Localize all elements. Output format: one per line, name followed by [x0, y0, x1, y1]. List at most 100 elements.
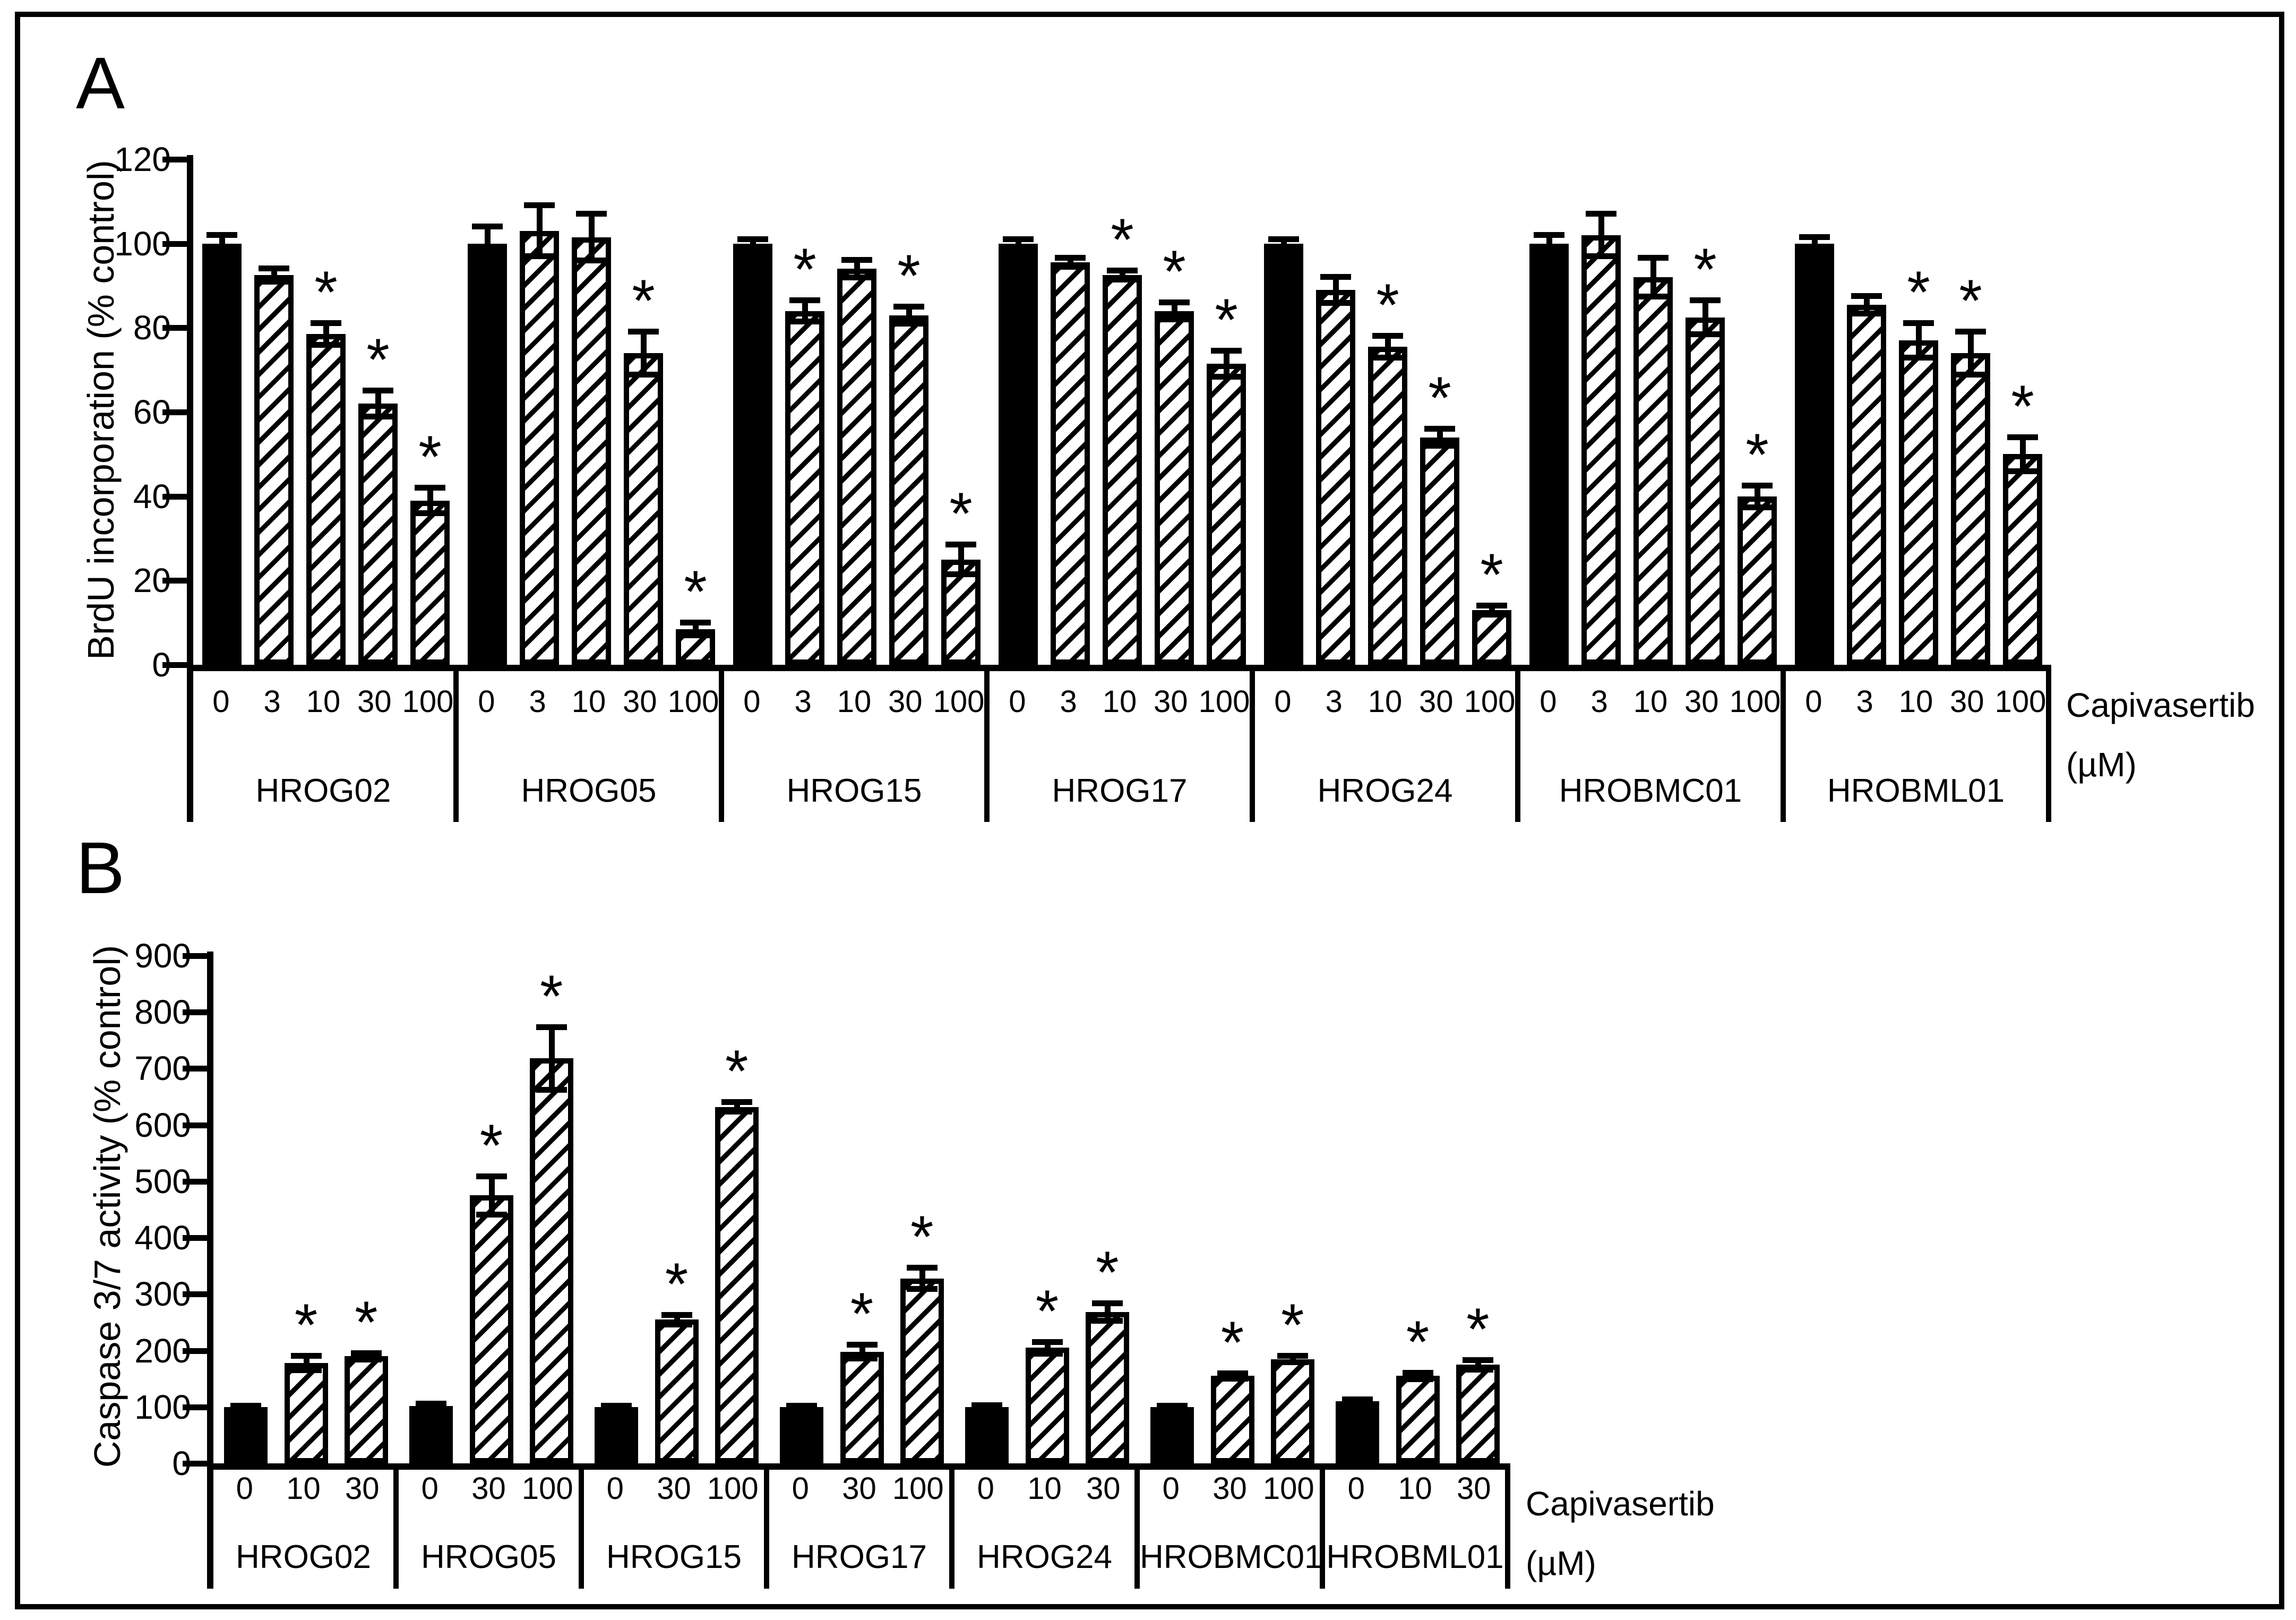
y-tick — [162, 325, 193, 331]
group-plot-HROG02: * * * — [193, 159, 459, 665]
panel-A-y-axis-line — [187, 155, 193, 822]
dose-label: 30 — [357, 684, 392, 719]
error-bar-stem — [323, 323, 329, 345]
bar-slot — [218, 956, 273, 1463]
error-bar-cap-bottom — [576, 258, 607, 264]
error-bar-cap-top — [1462, 1357, 1493, 1363]
bar-HROBMC01-0uM — [1150, 1407, 1194, 1463]
error-bar-cap-bottom — [786, 1405, 818, 1411]
significance-asterisk: * — [949, 480, 973, 547]
error-bar-stem — [271, 269, 277, 282]
significance-asterisk: * — [1428, 364, 1451, 431]
group-label-box-HROG24: 0 10 30 HROG24 — [954, 1469, 1140, 1589]
error-bar-cap-bottom — [628, 371, 659, 378]
error-bar-cap-bottom — [311, 342, 341, 348]
dose-label: 0 — [1805, 684, 1822, 719]
error-bar-cap-top — [661, 1312, 692, 1318]
bar-HROG05-100uM — [529, 1058, 573, 1463]
significance-asterisk: * — [665, 1250, 689, 1317]
dose-label: 30 — [623, 684, 657, 719]
significance-asterisk: * — [1745, 421, 1769, 488]
group-label-box-HROG24: 0 3 10 30 100 HROG24 — [1255, 670, 1520, 822]
bar-HROG02-100uM — [410, 500, 450, 665]
group-plot-HROG05: * * — [459, 159, 724, 665]
bar-HROG24-30uM — [1085, 1312, 1129, 1463]
significance-asterisk: * — [725, 1038, 749, 1105]
bar-slot — [251, 159, 297, 665]
dose-label: 100 — [1262, 1471, 1314, 1506]
error-bar-cap-top — [1320, 274, 1351, 280]
dose-label: 30 — [842, 1471, 876, 1506]
error-bar-cap-top — [1424, 425, 1455, 432]
bar-slot: * — [672, 159, 719, 665]
group-label-box-HROG05: 0 30 100 HROG05 — [399, 1469, 584, 1589]
dose-label: 100 — [1198, 684, 1250, 719]
group-label-box-HROG17: 0 30 100 HROG17 — [769, 1469, 954, 1589]
significance-asterisk: * — [539, 963, 563, 1030]
error-bar-stem — [1546, 235, 1552, 252]
error-bar-stem — [734, 1102, 740, 1112]
error-bar-stem — [1475, 1360, 1481, 1369]
dose-label: 10 — [837, 684, 872, 719]
bar-HROBMC01-100uM — [1738, 496, 1777, 665]
dose-label-row: 0 10 30 — [213, 1468, 393, 1510]
error-bar-stem — [1702, 300, 1708, 335]
dose-label: 3 — [1060, 684, 1077, 719]
panel-a-letter: A — [76, 42, 125, 124]
bar-HROBMC01-30uM — [1210, 1376, 1254, 1463]
error-bar-stem — [1224, 350, 1229, 376]
group-plot-HROG02: * * — [213, 956, 399, 1463]
group-plot-HROBMC01: * * — [1520, 159, 1786, 665]
bar-slot — [1578, 159, 1624, 665]
dose-label: 0 — [212, 684, 230, 719]
error-bar-cap-bottom — [1462, 1366, 1493, 1373]
dose-label: 100 — [707, 1471, 759, 1506]
error-bar-cap-bottom — [1159, 316, 1190, 323]
bar-HROG15-0uM — [733, 243, 772, 665]
error-bar-cap-bottom — [661, 1321, 692, 1327]
dose-label-row: 0 10 30 — [1325, 1468, 1505, 1510]
y-tick-label: 120 — [114, 140, 171, 178]
group-label-box-HROG15: 0 3 10 30 100 HROG15 — [724, 670, 990, 822]
error-bar-cap-bottom — [1799, 247, 1830, 253]
error-bar-stem — [1068, 258, 1073, 267]
group-name-label: HROG02 — [236, 1539, 371, 1575]
dose-label: 3 — [529, 684, 546, 719]
y-tick-label: 200 — [134, 1331, 191, 1370]
error-bar-cap-bottom — [1091, 1318, 1123, 1324]
error-bar-cap-top — [841, 257, 872, 263]
dose-label: 10 — [286, 1471, 321, 1506]
bar-slot: * — [1205, 956, 1260, 1463]
dose-label-row: 0 3 10 30 100 — [193, 681, 453, 723]
y-tick-label: 0 — [152, 646, 171, 684]
panel-a-x-unit-line1: Capivasertib — [2066, 686, 2255, 724]
bar-HROBML01-30uM — [1951, 353, 1990, 665]
error-bar-cap-top — [536, 1024, 567, 1030]
error-bar-stem — [919, 1268, 925, 1289]
dose-label: 30 — [1086, 1471, 1121, 1506]
error-bar-cap-top — [1903, 320, 1934, 327]
bar-HROG05-30uM — [469, 1195, 513, 1463]
group-plot-HROBMC01: * * — [1140, 956, 1325, 1463]
bar-slot: * — [1020, 956, 1075, 1463]
error-bar-cap-bottom — [1055, 264, 1086, 270]
bar-HROBML01-10uM — [1396, 1376, 1440, 1463]
error-bar-cap-bottom — [1476, 611, 1507, 618]
bar-slot — [1330, 956, 1385, 1463]
error-bar-cap-top — [1211, 347, 1242, 354]
bar-HROG15-0uM — [595, 1407, 639, 1463]
group-label-box-HROBML01: 0 3 10 30 100 HROBML01 — [1786, 670, 2051, 822]
error-bar-cap-bottom — [906, 1285, 938, 1292]
y-tick — [183, 1009, 213, 1016]
significance-asterisk: * — [632, 268, 655, 335]
bar-slot: * — [524, 956, 579, 1463]
error-bar-cap-top — [350, 1350, 382, 1356]
error-bar-cap-bottom — [737, 245, 768, 251]
group-plot-HROG05: * * — [399, 956, 584, 1463]
error-bar-stem — [2020, 437, 2026, 472]
error-bar-stem — [958, 544, 964, 575]
error-bar-cap-bottom — [1586, 253, 1616, 260]
bar-HROG05-30uM — [624, 353, 663, 665]
bar-HROG05-3uM — [520, 230, 559, 665]
significance-asterisk: * — [1959, 268, 1982, 335]
